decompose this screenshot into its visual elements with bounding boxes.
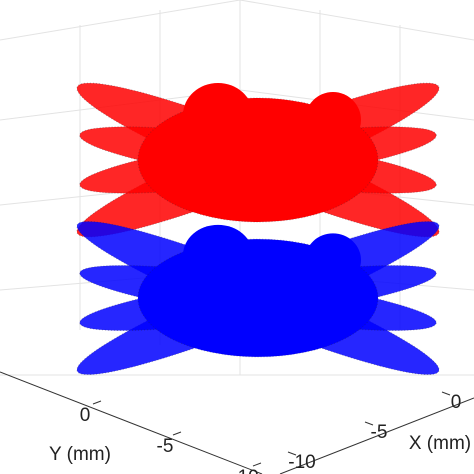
surface <box>76 220 440 376</box>
y-axis-title: Y (mm) <box>49 444 111 465</box>
surface <box>76 82 440 238</box>
x-tick-label: -10 <box>288 452 315 473</box>
y-tick <box>252 462 262 467</box>
y-tick-label: -10 <box>231 467 258 474</box>
surface-bump <box>305 92 361 148</box>
x-tick-label: -5 <box>371 422 388 443</box>
x-axis-line <box>279 397 474 474</box>
y-tick <box>92 400 102 405</box>
x-tick <box>441 391 451 396</box>
x-tick <box>364 421 374 426</box>
y-axis-line <box>0 371 263 474</box>
surfaces <box>76 82 440 376</box>
x-axis-title: X (mm) <box>409 433 471 454</box>
x-tick-label: 0 <box>451 392 462 413</box>
y-tick-label: 0 <box>80 405 91 426</box>
surface-bump <box>183 224 253 286</box>
y-tick-label: -5 <box>157 436 174 457</box>
y-tick <box>172 431 182 436</box>
surface-bump <box>183 83 253 147</box>
x-tick <box>287 451 297 456</box>
surface-bump <box>305 233 361 287</box>
